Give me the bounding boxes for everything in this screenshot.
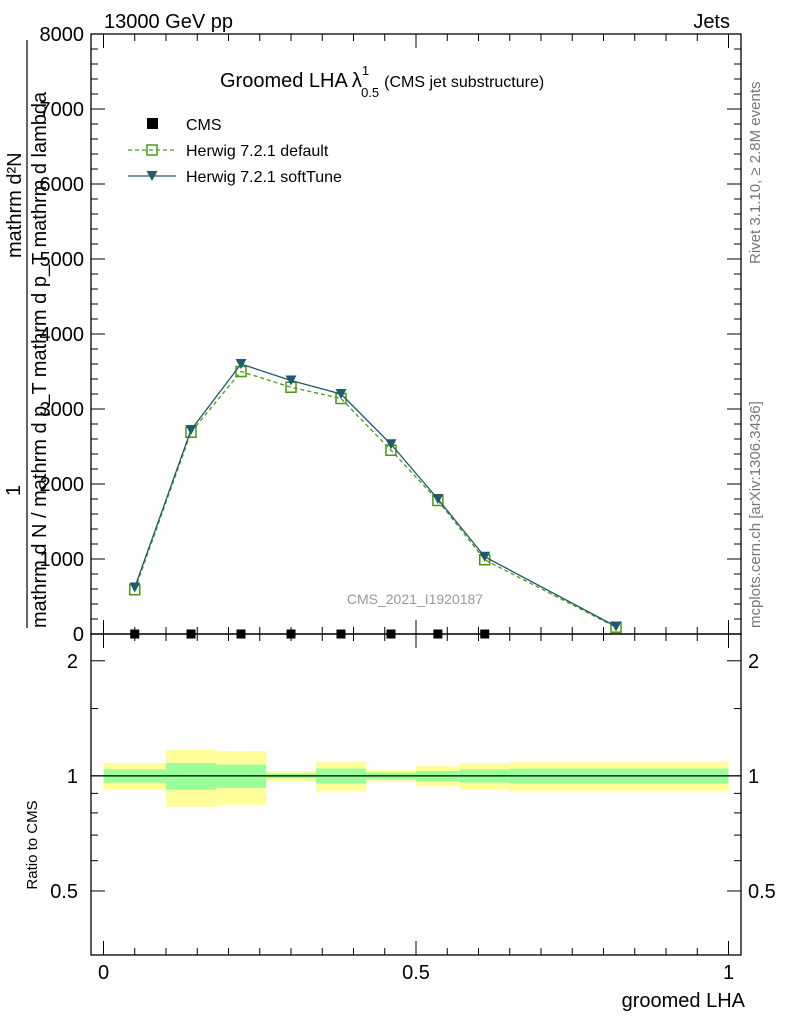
ylabel-numerator: mathrm d²N	[4, 152, 26, 258]
main-ytick-label-0: 0	[73, 624, 84, 646]
softtune-point-5	[385, 439, 397, 450]
mcplots-label: mcplots.cern.ch [arXiv:1306.3436]	[747, 401, 764, 628]
ratio-ytick-label-right-0: 0.5	[748, 881, 776, 903]
main-ytick-label-6: 6000	[40, 174, 85, 196]
legend-cms-marker	[147, 118, 158, 129]
legend-default-label: Herwig 7.2.1 default	[186, 143, 329, 160]
main-ytick-label-7: 7000	[40, 99, 85, 121]
rivet-label: Rivet 3.1.10, ≥ 2.8M events	[747, 82, 764, 265]
legend: CMS Herwig 7.2.1 default Herwig 7.2.1 so…	[128, 117, 342, 186]
ratio-ytick-label-left-0: 0.5	[50, 881, 78, 903]
main-y-axis-label: mathrm d²N mathrm d N / mathrm d p_T mat…	[3, 40, 51, 628]
main-ytick-label-2: 2000	[40, 474, 85, 496]
xtick-label-2: 1	[723, 962, 734, 984]
x-axis-label: groomed LHA	[622, 990, 746, 1012]
softtune-point-7	[479, 551, 491, 562]
axes: 0 1000 2000 3000 4000 5000 6000 7000 8000 0.5 0.5 1…	[40, 24, 776, 984]
softtune-point-8	[610, 621, 622, 632]
legend-softtune-marker	[146, 171, 158, 181]
header-left: 13000 GeV pp	[104, 11, 233, 33]
ratio-ytick-label-left-1: 1	[67, 766, 78, 788]
ratio-frame	[90, 633, 742, 956]
ratio-y-axis-label: Ratio to CMS	[24, 800, 41, 889]
analysis-tag: CMS_2021_I1920187	[347, 591, 483, 607]
main-title: Groomed LHA λ1 0.5(CMS jet substructure)	[220, 63, 544, 100]
legend-cms-label: CMS	[186, 117, 222, 134]
default-series-line	[134, 370, 617, 628]
ylabel-denominator: mathrm d N / mathrm d p_T mathrm d p_T m…	[29, 91, 51, 628]
ratio-ytick-label-right-1: 1	[748, 766, 759, 788]
ratio-ytick-label-right-2: 2	[748, 651, 759, 673]
legend-softtune-label: Herwig 7.2.1 softTune	[186, 169, 342, 186]
main-ytick-label-4: 4000	[40, 324, 85, 346]
main-ytick-label-1: 1000	[40, 549, 85, 571]
legend-default-marker	[146, 144, 158, 156]
softtune-point-1	[185, 425, 197, 435]
softtune-point-0	[129, 582, 141, 593]
softtune-point-3	[285, 375, 297, 386]
ratio-ytick-label-left-2: 2	[67, 651, 78, 673]
ylabel-one: 1	[3, 485, 25, 496]
main-ytick-label-8: 8000	[40, 24, 85, 46]
main-ytick-label-3: 3000	[40, 399, 85, 421]
xtick-label-0: 0	[98, 962, 109, 984]
ratio-bands	[91, 749, 741, 807]
softtune-point-4	[335, 389, 347, 399]
softtune-point-2	[235, 359, 247, 369]
header-right: Jets	[693, 11, 730, 33]
xtick-label-1: 0.5	[402, 962, 430, 984]
softtune-series-line	[134, 363, 617, 628]
main-ytick-label-5: 5000	[40, 249, 85, 271]
softtune-point-6	[432, 494, 444, 504]
